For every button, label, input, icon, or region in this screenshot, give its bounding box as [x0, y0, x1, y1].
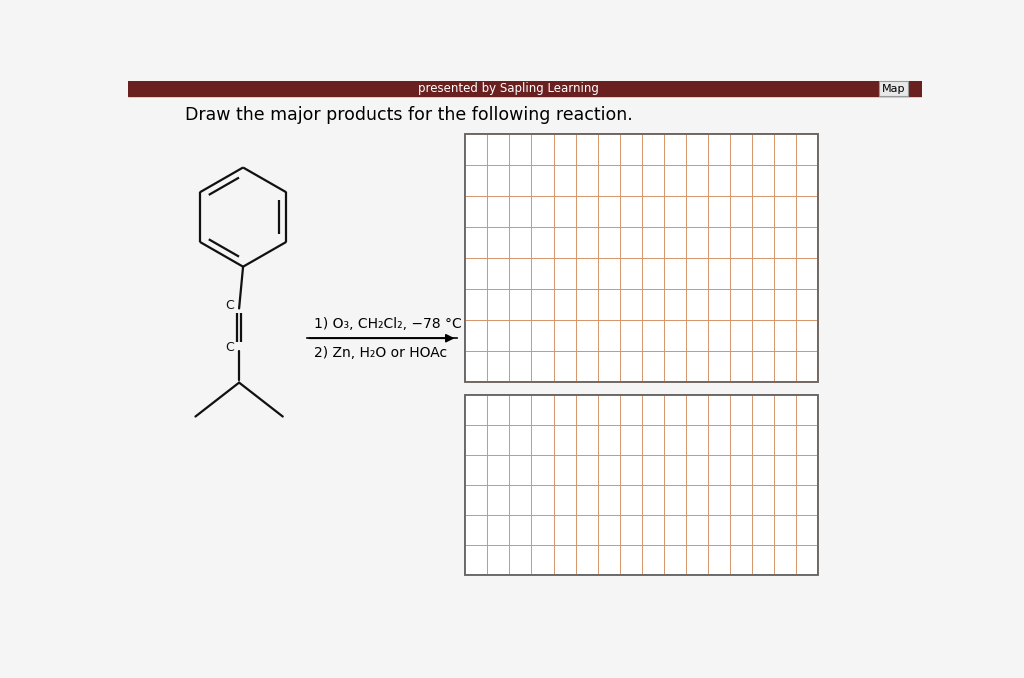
Text: Map: Map	[882, 83, 905, 94]
Text: C: C	[225, 300, 233, 313]
Bar	[465, 134, 818, 382]
Text: presented by Sapling Learning: presented by Sapling Learning	[419, 82, 599, 95]
Text: 1) O₃, CH₂Cl₂, −78 °C: 1) O₃, CH₂Cl₂, −78 °C	[314, 317, 462, 331]
Text: C: C	[225, 341, 233, 354]
Bar	[128, 81, 922, 96]
Bar	[465, 134, 818, 382]
Bar	[465, 395, 818, 575]
Text: 2) Zn, H₂O or HOAc: 2) Zn, H₂O or HOAc	[314, 346, 447, 360]
Bar	[465, 395, 818, 575]
FancyArrowPatch shape	[309, 335, 453, 342]
Text: Draw the major products for the following reaction.: Draw the major products for the followin…	[185, 106, 633, 124]
